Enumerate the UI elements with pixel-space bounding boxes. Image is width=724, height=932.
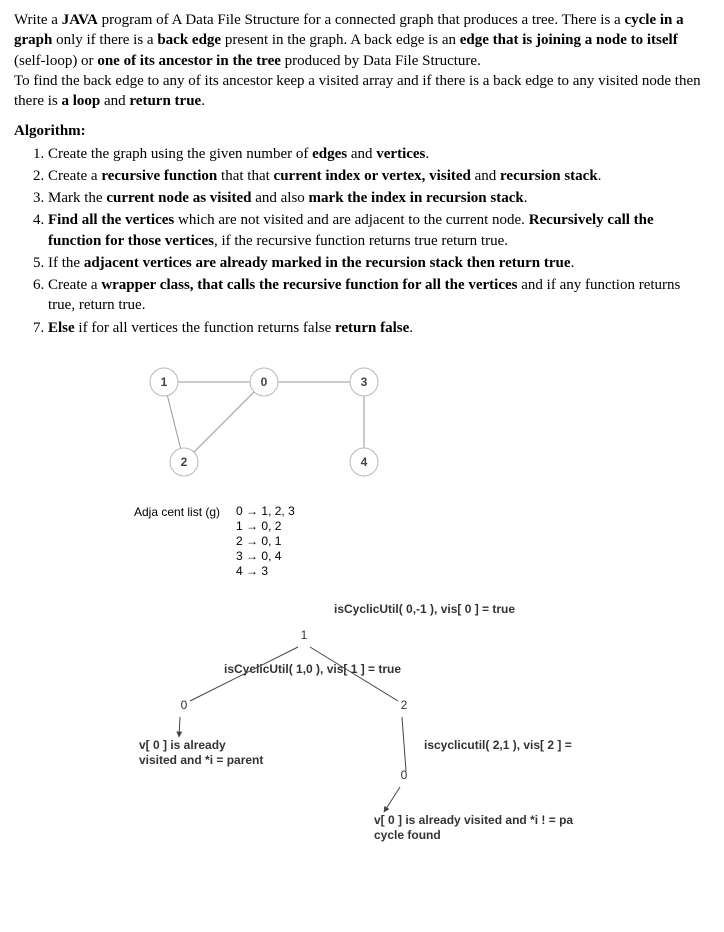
algorithm-step: Create the graph using the given number … [48,144,710,164]
figure-area: 1 0 3 2 4 Adja cent list (g) 0 → 1, 2, 31 → … [134,352,710,859]
adjacency-row: 1 → 0, 2 [236,519,295,534]
intro-paragraph-1: Write a JAVA program of A Data File Stru… [14,10,710,71]
graph-node-label: 2 [181,455,188,469]
graph-diagram: 1 0 3 2 4 [134,352,414,492]
algorithm-step: Else if for all vertices the function re… [48,318,710,338]
graph-node-label: 1 [161,375,168,389]
graph-node-label: 4 [361,455,368,469]
algorithm-step: Create a recursive function that that cu… [48,166,710,186]
tree-bottom-label-2: cycle found [374,828,441,842]
adjacency-row: 3 → 0, 4 [236,549,295,564]
adjacency-list: Adja cent list (g) 0 → 1, 2, 31 → 0, 22 … [134,504,710,579]
call-tree-diagram: isCyclicUtil( 0,-1 ), vis[ 0 ] = true 1 is… [74,599,574,859]
tree-mid-label: isCyclicUtil( 1,0 ), vis[ 1 ] = true [224,662,401,676]
tree-edge [402,717,406,771]
adjacency-list-rows: 0 → 1, 2, 31 → 0, 22 → 0, 13 → 0, 44 → 3 [236,504,295,579]
graph-edge [167,395,180,448]
adjacency-list-label: Adja cent list (g) [134,504,220,520]
adjacency-row: 4 → 3 [236,564,295,579]
tree-top-node: 1 [301,628,308,642]
tree-right-label: iscyclicutil( 2,1 ), vis[ 2 ] = true [424,738,574,752]
tree-bottom-node: 0 [401,768,408,782]
tree-left-node: 0 [181,698,188,712]
adjacency-row: 0 → 1, 2, 3 [236,504,295,519]
tree-right-node: 2 [401,698,408,712]
adjacency-row: 2 → 0, 1 [236,534,295,549]
tree-top-label: isCyclicUtil( 0,-1 ), vis[ 0 ] = true [334,602,515,616]
tree-edge-arrow [384,787,400,812]
algorithm-list: Create the graph using the given number … [14,144,710,338]
graph-node-label: 3 [361,375,368,389]
tree-left-label-2: visited and *i = parent [139,753,263,767]
intro-paragraph-2: To find the back edge to any of its ance… [14,71,710,112]
graph-edge [194,392,254,452]
algorithm-step: Mark the current node as visited and als… [48,188,710,208]
graph-node-label: 0 [261,375,268,389]
algorithm-step: If the adjacent vertices are already mar… [48,253,710,273]
algorithm-step: Create a wrapper class, that calls the r… [48,275,710,316]
tree-left-label-1: v[ 0 ] is already [139,738,226,752]
tree-edge-arrow [179,717,180,737]
algorithm-heading: Algorithm: [14,121,710,141]
tree-bottom-label-1: v[ 0 ] is already visited and *i ! = par… [374,813,574,827]
algorithm-step: Find all the vertices which are not visi… [48,210,710,251]
